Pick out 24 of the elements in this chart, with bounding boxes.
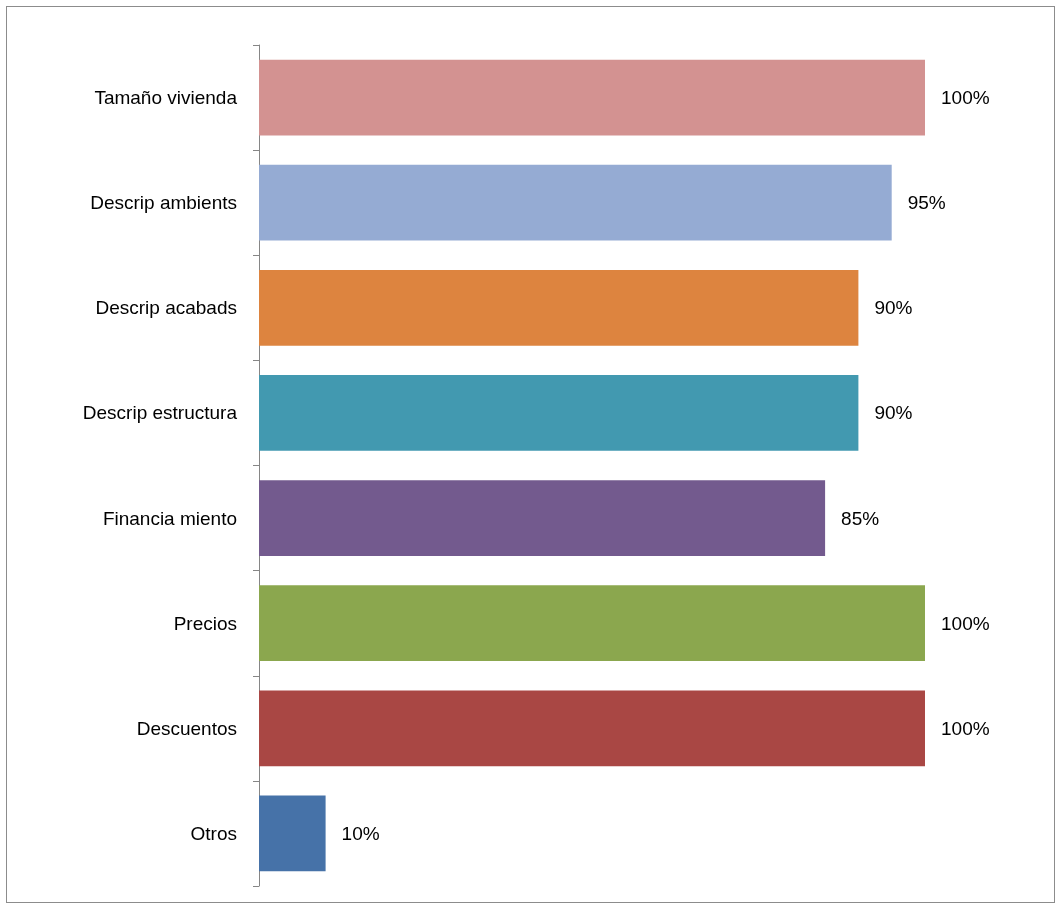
data-label: 100%	[941, 717, 990, 739]
data-label: 100%	[941, 87, 990, 109]
y-tick-label: Descrip acabads	[95, 297, 237, 319]
y-tick-label: Tamaño vivienda	[94, 87, 238, 109]
y-tick-label: Descuentos	[136, 717, 237, 739]
y-tick-label: Financia miento	[102, 507, 237, 529]
data-label: 10%	[341, 822, 380, 844]
y-tick-label: Descrip ambients	[90, 192, 237, 214]
bar	[259, 59, 925, 136]
bar	[259, 795, 326, 872]
bar	[259, 585, 925, 662]
data-label: 100%	[941, 612, 990, 634]
data-label: 95%	[907, 192, 946, 214]
y-tick-label: Precios	[173, 612, 237, 634]
y-tick-label: Descrip estructura	[82, 402, 238, 424]
bar	[259, 375, 859, 451]
data-label: 85%	[841, 507, 880, 529]
data-label: 90%	[874, 402, 913, 424]
y-tick-label: Otros	[190, 822, 237, 844]
bar	[259, 690, 925, 767]
data-label: 90%	[874, 297, 913, 319]
bar	[259, 164, 892, 241]
bar	[259, 269, 859, 346]
bar	[259, 480, 826, 556]
